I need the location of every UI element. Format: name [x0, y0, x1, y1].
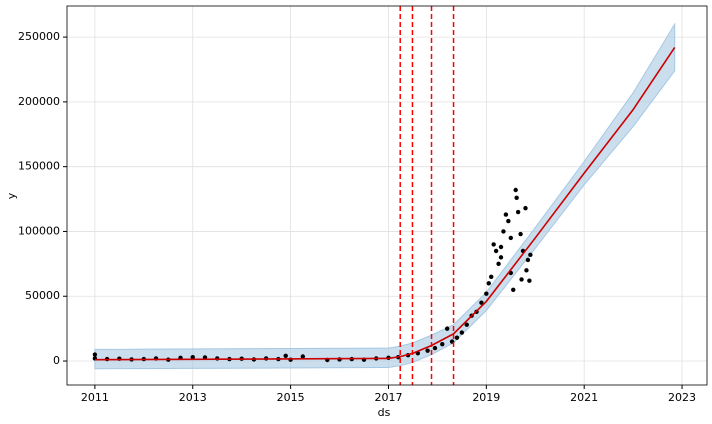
data-point — [479, 300, 484, 305]
data-point — [190, 354, 195, 360]
data-point — [432, 345, 438, 351]
data-point — [523, 205, 528, 211]
x-tick-label: 2015 — [277, 391, 305, 404]
y-axis-label: y — [5, 192, 18, 199]
data-point — [444, 326, 450, 331]
uncertainty-band — [94, 22, 676, 370]
data-point — [491, 242, 496, 247]
data-point — [464, 322, 469, 327]
x-tick-label: 2023 — [668, 391, 696, 404]
y-tick-label: 0 — [53, 354, 60, 367]
data-point — [524, 268, 529, 273]
y-tick-label: 250000 — [18, 30, 60, 43]
data-point — [459, 330, 465, 335]
y-tick-label: 150000 — [18, 160, 60, 173]
data-point — [519, 277, 524, 282]
data-point — [506, 218, 511, 224]
data-point — [514, 195, 519, 200]
data-point — [496, 261, 501, 267]
y-tick-label: 50000 — [25, 289, 60, 302]
data-point — [498, 244, 504, 250]
y-tick-label: 100000 — [18, 224, 60, 237]
data-point — [518, 231, 523, 237]
data-point — [425, 348, 430, 353]
x-tick-label: 2011 — [81, 391, 109, 404]
data-point — [511, 287, 516, 292]
data-point — [527, 278, 532, 283]
x-axis-label: ds — [378, 406, 391, 419]
y-tick-label: 200000 — [18, 95, 60, 108]
data-point — [501, 229, 506, 234]
data-point — [454, 335, 460, 340]
x-tick-label: 2019 — [472, 391, 500, 404]
data-point — [513, 187, 518, 193]
data-point — [528, 252, 533, 257]
trend-line — [94, 47, 676, 361]
data-point — [92, 352, 98, 357]
data-point — [525, 257, 531, 263]
data-point — [486, 281, 491, 286]
data-point — [489, 274, 494, 280]
data-point — [493, 248, 499, 254]
plot-frame — [66, 5, 708, 386]
data-point — [508, 235, 513, 241]
data-point — [484, 291, 489, 296]
data-point — [283, 353, 288, 359]
data-point — [300, 354, 306, 359]
x-tick-label: 2013 — [179, 391, 207, 404]
x-tick-label: 2017 — [374, 391, 402, 404]
x-tick-label: 2021 — [570, 391, 598, 404]
data-point — [515, 209, 521, 215]
data-point — [440, 341, 445, 347]
data-point — [503, 212, 509, 217]
data-point — [498, 255, 504, 260]
